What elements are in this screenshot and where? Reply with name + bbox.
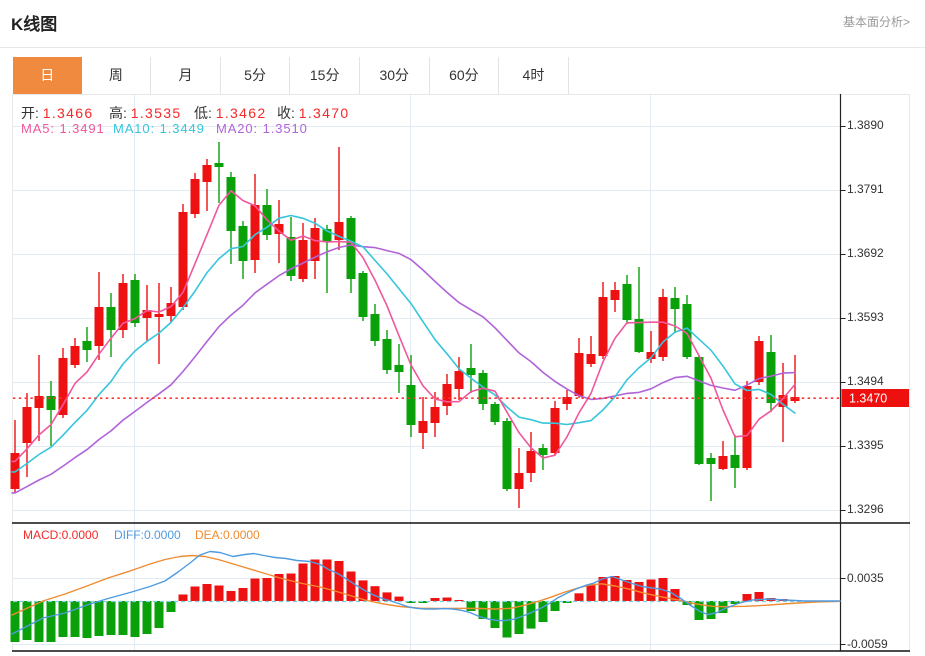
svg-text:1.3791: 1.3791 bbox=[847, 182, 884, 196]
svg-text:1.3395: 1.3395 bbox=[847, 438, 884, 452]
svg-text:0.0035: 0.0035 bbox=[847, 571, 884, 585]
svg-text:1.3692: 1.3692 bbox=[847, 246, 884, 260]
svg-text:1.3593: 1.3593 bbox=[847, 310, 884, 324]
svg-text:1.3470: 1.3470 bbox=[849, 392, 887, 406]
svg-text:1.3296: 1.3296 bbox=[847, 502, 884, 516]
svg-text:-0.0059: -0.0059 bbox=[847, 637, 888, 651]
svg-text:1.3890: 1.3890 bbox=[847, 118, 884, 132]
svg-text:1.3494: 1.3494 bbox=[847, 374, 884, 388]
